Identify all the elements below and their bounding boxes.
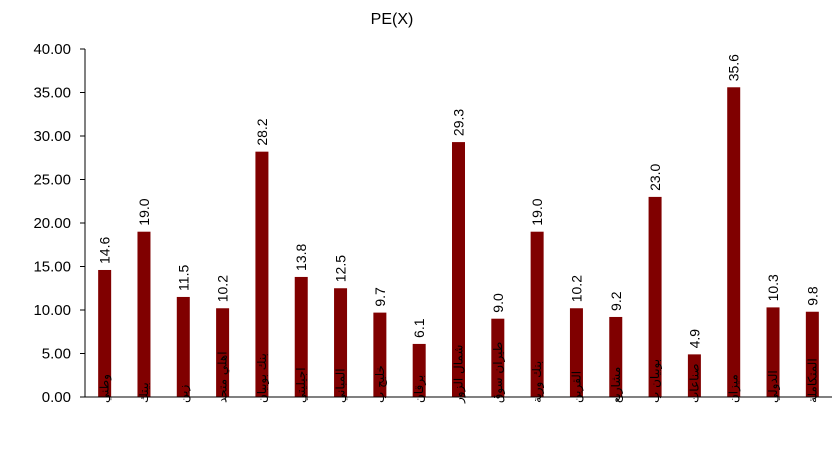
bar	[727, 87, 741, 397]
y-tick-label: 40.00	[33, 41, 71, 58]
bar	[412, 343, 426, 397]
category-label: زين	[176, 385, 191, 403]
category-label: طيران سوق	[491, 342, 506, 403]
bar	[609, 316, 623, 397]
category-label: بوبيان ب	[648, 359, 663, 403]
data-label: 10.3	[765, 274, 781, 301]
y-tick-label: 10.00	[33, 302, 71, 319]
category-label: بنك بوبيان	[255, 353, 270, 403]
category-label: صناعات	[687, 363, 701, 403]
bar	[766, 307, 780, 397]
category-label: المتكاملة	[805, 358, 819, 403]
category-label: اهلي متحد	[216, 351, 230, 403]
data-label: 9.2	[608, 291, 624, 311]
bar	[216, 308, 230, 397]
data-label: 9.7	[372, 287, 388, 307]
y-tick-label: 20.00	[33, 215, 71, 232]
bar	[176, 296, 190, 397]
data-label: 6.1	[411, 318, 427, 338]
bar	[569, 308, 583, 397]
data-label: 23.0	[647, 163, 663, 190]
category-label: وطني	[98, 374, 113, 403]
bar	[255, 151, 269, 397]
bar	[452, 142, 465, 397]
category-label: مشاريع	[609, 367, 624, 403]
bar	[648, 196, 662, 397]
data-label: 9.8	[804, 286, 820, 306]
y-tick-label: 25.00	[33, 172, 71, 189]
category-label: ميزان	[727, 374, 742, 403]
data-label: 12.5	[333, 255, 349, 282]
data-label: 13.8	[293, 243, 309, 270]
y-tick-label: 15.00	[33, 259, 71, 276]
category-label: المباني	[334, 368, 348, 403]
bar	[805, 311, 819, 397]
data-label: 19.0	[136, 198, 152, 225]
bar	[373, 312, 387, 397]
bar	[491, 318, 505, 397]
data-label: 9.0	[490, 293, 506, 313]
data-label: 10.2	[568, 275, 584, 302]
data-label: 35.6	[726, 54, 742, 81]
data-label: 14.6	[97, 237, 113, 264]
bar	[98, 269, 112, 397]
y-tick-label: 35.00	[33, 85, 71, 102]
chart-title: PE(X)	[371, 11, 414, 28]
x-axis: وطني بيتك زين اهلي متحد بنك بوبيان اجيليتي الم…	[85, 342, 832, 404]
data-label: 11.5	[175, 265, 191, 291]
category-label: الدولي	[766, 370, 781, 403]
bar	[530, 231, 544, 397]
bars	[98, 87, 819, 397]
bar	[334, 288, 348, 397]
data-labels: 14.6 19.0 11.5 10.2 28.2 13.8 12.5 9.7 6.1 29.3 9.…	[97, 54, 821, 349]
category-label: برقان	[412, 375, 427, 403]
bar	[687, 354, 701, 397]
y-tick-label: 0.00	[42, 389, 71, 406]
data-label: 10.2	[215, 275, 231, 302]
category-label: خليج ب	[373, 365, 387, 403]
category-label: بيتك	[137, 382, 151, 403]
y-tick-label: 5.00	[42, 346, 71, 363]
bar	[137, 231, 151, 397]
data-label: 19.0	[529, 198, 545, 225]
data-label: 4.9	[686, 329, 702, 349]
data-label: 28.2	[254, 118, 270, 145]
bar	[294, 276, 308, 397]
category-label: اجيليتي	[294, 367, 308, 403]
category-label: القرين	[569, 371, 584, 403]
data-label: 29.3	[451, 109, 467, 136]
category-label: بنك ورية	[530, 361, 545, 403]
y-tick-label: 30.00	[33, 128, 71, 145]
y-axis: 0.00 5.00 10.00 15.00 20.00 25.00 30.00 35.00 40…	[33, 41, 86, 406]
category-label: شمال الزور	[452, 345, 467, 404]
